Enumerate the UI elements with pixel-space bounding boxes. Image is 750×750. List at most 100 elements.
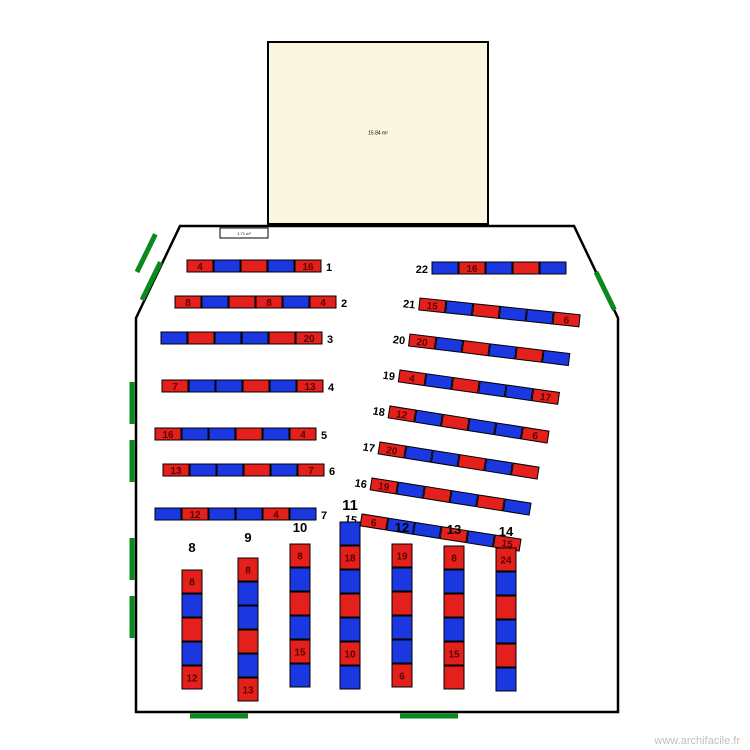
row-number: 6 [329, 466, 335, 478]
seat-count-label: 7 [172, 382, 178, 393]
seat-count-label: 10 [344, 650, 356, 661]
seat-count-label: 8 [297, 552, 303, 563]
seat-count-label: 19 [377, 481, 390, 494]
seat-row: 7134 [162, 380, 335, 394]
seat-count-label: 4 [320, 298, 326, 309]
seat-segment [238, 630, 258, 653]
seat-count-label: 20 [385, 445, 398, 458]
stage-label: 15.84 m² [368, 130, 388, 136]
row-number: 22 [416, 264, 428, 276]
seat-segment [392, 592, 412, 615]
seat-segment [202, 296, 228, 308]
seat-count-label: 18 [344, 554, 356, 565]
column-number: 13 [447, 522, 461, 537]
seat-segment [340, 666, 360, 689]
seat-segment [182, 642, 202, 665]
seat-count-label: 12 [189, 510, 201, 521]
seat-count-label: 12 [395, 409, 408, 422]
seat-segment [263, 428, 289, 440]
seat-segment [161, 332, 187, 344]
seat-count-label: 8 [185, 298, 191, 309]
seat-row: 1645 [155, 428, 327, 442]
row-number: 19 [382, 370, 396, 384]
seat-segment [543, 350, 570, 365]
seat-segment [190, 464, 216, 476]
seat-segment [446, 301, 473, 316]
seat-segment [214, 260, 240, 272]
seat-segment [290, 664, 310, 687]
row-number: 7 [321, 510, 327, 522]
seat-segment [496, 620, 516, 643]
seat-segment [290, 568, 310, 591]
seat-count-label: 20 [303, 334, 315, 345]
seat-segment [182, 618, 202, 641]
seat-segment [290, 508, 316, 520]
seat-segment [216, 380, 242, 392]
seat-segment [499, 306, 526, 321]
floor-plan: 15.84 m²1.71 m²4161884220371341645137612… [0, 0, 750, 750]
seat-column: 8 15 [444, 546, 464, 689]
seat-count-label: 4 [197, 262, 203, 273]
seat-segment [392, 568, 412, 591]
seat-count-label: 16 [302, 262, 314, 273]
seat-segment [290, 616, 310, 639]
seat-count-label: 8 [451, 554, 457, 565]
seat-count-label: 7 [308, 466, 314, 477]
seat-count-label: 13 [170, 466, 182, 477]
seat-count-label: 8 [189, 578, 195, 589]
seat-segment [513, 262, 539, 274]
seat-segment [486, 262, 512, 274]
seat-segment [238, 582, 258, 605]
seat-count-label: 16 [162, 430, 174, 441]
seat-count-label: 4 [300, 430, 306, 441]
seat-count-label: 15 [448, 650, 460, 661]
seat-segment [155, 508, 181, 520]
column-number: 11 [342, 497, 358, 514]
column-number: 12 [395, 520, 409, 535]
seat-count-label: 15 [294, 648, 306, 659]
seat-segment [392, 616, 412, 639]
seat-segment [435, 337, 462, 352]
door-marker [190, 714, 248, 719]
seat-count-label: 16 [466, 264, 478, 275]
seat-segment [444, 666, 464, 689]
seat-segment [189, 380, 215, 392]
seat-segment [241, 260, 267, 272]
seat-segment [238, 654, 258, 677]
seat-column: 24 [496, 548, 516, 691]
lobby-label: 1.71 m² [237, 231, 251, 236]
seat-segment [444, 618, 464, 641]
seat-segment [217, 464, 243, 476]
seat-row: 1622 [416, 262, 566, 276]
row-number: 5 [321, 430, 327, 442]
seat-segment [444, 594, 464, 617]
row-number: 1 [326, 262, 332, 274]
seat-column: 813 [238, 558, 258, 701]
seat-row: 8842 [175, 296, 347, 310]
seat-row: 203 [161, 332, 333, 346]
seat-segment [283, 296, 309, 308]
seat-segment [182, 594, 202, 617]
seat-segment [215, 332, 241, 344]
seat-segment [340, 594, 360, 617]
seat-segment [188, 332, 214, 344]
seat-count-label: 6 [399, 672, 405, 683]
door-marker [130, 382, 135, 424]
seat-segment [269, 332, 295, 344]
row-number: 20 [392, 334, 406, 347]
door-marker [130, 538, 135, 580]
seat-segment [472, 304, 499, 319]
seat-segment [268, 260, 294, 272]
row-number: 17 [362, 441, 376, 455]
seat-segment [526, 309, 553, 324]
seat-segment [244, 464, 270, 476]
door-marker [400, 714, 458, 719]
seat-count-label: 4 [273, 510, 279, 521]
row-number: 21 [402, 298, 415, 311]
seat-segment [229, 296, 255, 308]
column-number: 9 [244, 530, 251, 545]
seat-segment [238, 606, 258, 629]
seat-count-label: 8 [266, 298, 272, 309]
column-number: 10 [293, 520, 307, 535]
seat-count-label: 13 [242, 686, 254, 697]
